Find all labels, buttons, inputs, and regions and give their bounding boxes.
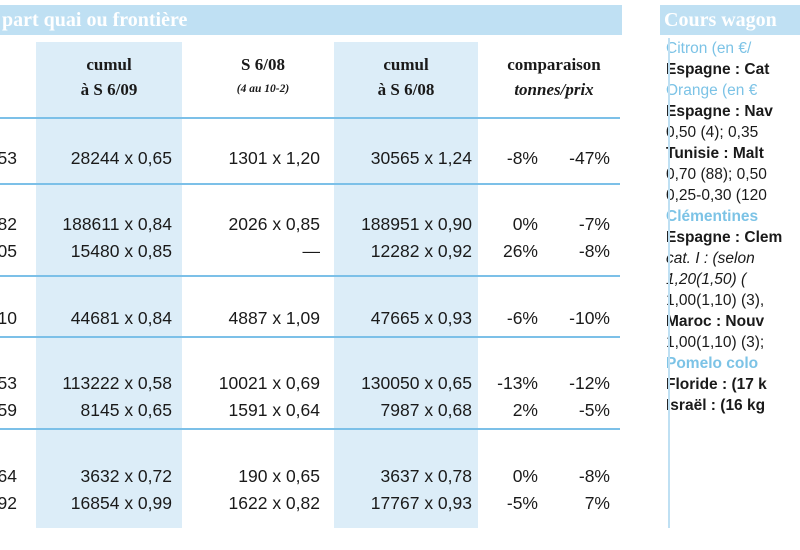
cell-tonnes-pct: 2% [512, 400, 538, 420]
cell-week-2008: 1301 x 1,20 [228, 148, 320, 168]
sidebar-line: Citron (en €/ [666, 40, 752, 57]
cell-cumul-2008: 7987 x 0,68 [380, 400, 472, 420]
sidebar-line: Clémentines [666, 208, 759, 225]
cell-tonnes-pct: 0% [512, 214, 538, 234]
column-shade-1 [36, 42, 182, 528]
cell-week-2008: 2026 x 0,85 [228, 214, 320, 234]
cell-price-pct: 7% [584, 493, 610, 513]
sidebar-line: Floride : (17 k [666, 376, 767, 393]
cell-tonnes-pct: 0% [512, 466, 538, 486]
cell-cumul-2008: 12282 x 0,92 [370, 241, 472, 261]
cell-partial: 53 [0, 148, 17, 168]
cell-cumul-2008: 17767 x 0,93 [370, 493, 472, 513]
header-cumul-2008: cumul à S 6/08 [377, 55, 435, 99]
cell-week-2008: 10021 x 0,69 [218, 373, 320, 393]
column-shade-3 [334, 42, 478, 528]
cell-cumul-2009: 28244 x 0,65 [70, 148, 172, 168]
cell-partial: 82 [0, 214, 17, 234]
cell-partial: 64 [0, 466, 17, 486]
sidebar-line: Israël : (16 kg [666, 397, 766, 414]
sidebar-line: 1,20(1,50) ( [666, 271, 747, 288]
sidebar-title: Cours wagon [664, 9, 777, 31]
header-cumul-2009: cumul à S 6/09 [80, 55, 138, 99]
cell-tonnes-pct: 26% [502, 241, 538, 261]
row-divider [0, 275, 620, 277]
sidebar-line: Espagne : Cat [666, 61, 770, 78]
cell-price-pct: -8% [578, 466, 610, 486]
cell-partial: 53 [0, 373, 17, 393]
cell-cumul-2008: 130050 x 0,65 [361, 373, 472, 393]
sidebar-line: Tunisie : Malt [666, 145, 764, 162]
cell-cumul-2008: 188951 x 0,90 [361, 214, 472, 234]
cell-week-2008: 4887 x 1,09 [228, 308, 320, 328]
cell-week-2008: 1591 x 0,64 [228, 400, 320, 420]
cell-cumul-2008: 3637 x 0,78 [380, 466, 472, 486]
cell-tonnes-pct: -8% [506, 148, 538, 168]
cell-week-2008: 190 x 0,65 [238, 466, 320, 486]
cell-price-pct: -5% [578, 400, 610, 420]
sidebar-line: 1,00(1,10) (3), [666, 292, 765, 309]
cell-cumul-2009: 16854 x 0,99 [70, 493, 172, 513]
cell-cumul-2009: 44681 x 0,84 [70, 308, 172, 328]
cell-partial: 10 [0, 308, 17, 328]
cell-price-pct: -8% [578, 241, 610, 261]
sidebar-line: Espagne : Clem [666, 229, 783, 246]
cell-week-2008: 1622 x 0,82 [228, 493, 320, 513]
sidebar-line: Espagne : Nav [666, 103, 773, 120]
cell-partial: 59 [0, 400, 17, 420]
cell-partial: 05 [0, 241, 17, 261]
sidebar-line: cat. I : (selon [666, 250, 755, 267]
cell-cumul-2009: 113222 x 0,58 [62, 373, 172, 393]
row-divider [0, 117, 620, 119]
cell-cumul-2009: 3632 x 0,72 [80, 466, 172, 486]
sidebar-line: 0,25-0,30 (120 [666, 187, 767, 204]
cell-tonnes-pct: -13% [497, 373, 538, 393]
sidebar-line: 0,50 (4); 0,35 [666, 124, 759, 141]
sidebar-border [668, 38, 670, 528]
cell-cumul-2008: 47665 x 0,93 [370, 308, 472, 328]
row-divider [0, 183, 620, 185]
sidebar-line: 0,70 (88); 0,50 [666, 166, 767, 183]
cell-price-pct: -47% [569, 148, 610, 168]
sidebar-line: Pomelo colo [666, 355, 759, 372]
cell-price-pct: -12% [569, 373, 610, 393]
cell-cumul-2009: 8145 x 0,65 [80, 400, 172, 420]
cell-cumul-2009: 188611 x 0,84 [62, 214, 172, 234]
cell-cumul-2008: 30565 x 1,24 [370, 148, 472, 168]
wagon-prices-sidebar: Cours wagon Citron (en €/ Espagne : Cat … [660, 0, 800, 550]
cell-partial: 92 [0, 493, 17, 513]
header-comparison: comparaison tonnes/prix [507, 55, 601, 99]
header-week-2008: S 6/08 (4 au 10-2) [236, 55, 290, 95]
table-title-bar: part quai ou frontière [0, 5, 622, 35]
sidebar-line: 1,00(1,10) (3); [666, 334, 765, 351]
cell-cumul-2009: 15480 x 0,85 [70, 241, 172, 261]
cell-week-2008: — [302, 241, 321, 261]
row-divider [0, 336, 620, 338]
cell-tonnes-pct: -6% [506, 308, 538, 328]
table-title: part quai ou frontière [2, 9, 188, 31]
cell-tonnes-pct: -5% [506, 493, 538, 513]
market-table-section: part quai ou frontière cumul à S 6/09 S … [0, 5, 622, 528]
sidebar-body: Citron (en €/ Espagne : Cat Orange (en €… [666, 38, 800, 416]
row-divider [0, 428, 620, 430]
cell-price-pct: -7% [578, 214, 610, 234]
sidebar-line: Maroc : Nouv [666, 313, 765, 330]
sidebar-title-bar: Cours wagon [660, 5, 800, 35]
sidebar-line: Orange (en € [666, 82, 758, 99]
cell-price-pct: -10% [569, 308, 610, 328]
